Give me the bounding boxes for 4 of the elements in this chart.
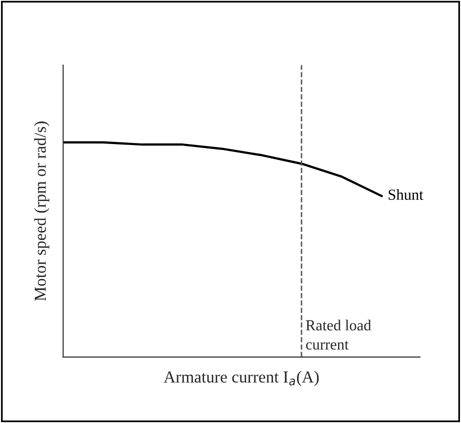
annotation: Rated load current xyxy=(306,320,372,350)
x-axis-title: Armature current I$_{a}$(A) xyxy=(164,370,319,386)
series-label: Shunt xyxy=(388,189,424,200)
y-axis-title: Motor speed (rpm or rad/s) xyxy=(34,122,50,301)
